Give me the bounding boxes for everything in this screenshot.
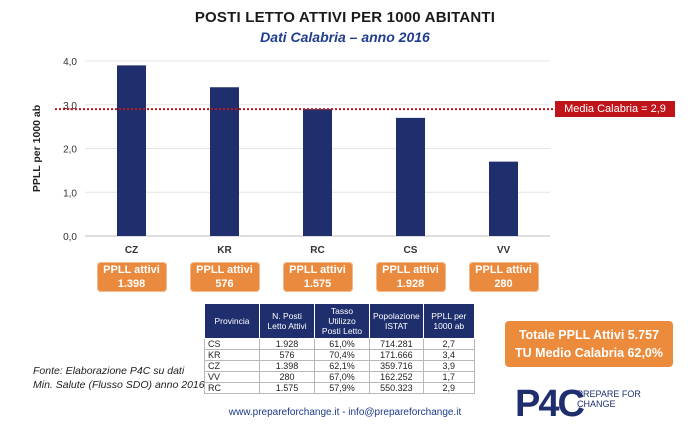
pill-label: PPLL attivi: [103, 264, 160, 276]
table-header-cell: Provincia: [204, 303, 260, 339]
table-cell: 280: [259, 371, 315, 383]
bar: [117, 65, 146, 236]
ppll-pill: PPLL attivi 280: [468, 262, 539, 292]
table-cell: CZ: [204, 360, 260, 372]
table-cell: 162.252: [369, 371, 424, 383]
table-cell: CS: [204, 338, 260, 350]
chart-subtitle: Dati Calabria – anno 2016: [260, 29, 430, 45]
ppll-pill: PPLL attivi 1.398: [96, 262, 167, 292]
x-tick-label: KR: [217, 245, 232, 256]
table-cell: 3,9: [422, 360, 475, 372]
table-cell: 70,4%: [314, 349, 370, 361]
bar: [210, 87, 239, 236]
table-cell: 1.575: [259, 382, 315, 394]
table-header-row: Provincia N. Posti Letto Attivi Tasso Util…: [204, 303, 475, 339]
table-cell: KR: [204, 349, 260, 361]
logo-mark: P4C: [515, 383, 585, 425]
x-tick-label: VV: [497, 245, 511, 256]
source-line-1: Fonte: Elaborazione P4C su dati: [33, 365, 185, 377]
table-cell: 3,4: [422, 349, 475, 361]
table-cell: 171.666: [369, 349, 424, 361]
table-cell: 1.928: [259, 338, 315, 350]
table-cell: 550.323: [369, 382, 424, 394]
table-body: CS 1.928 61,0% 714.281 2,7 KR 576 70,4% 171.666 3…: [204, 338, 475, 394]
table-row: VV 280 67,0% 162.252 1,7: [204, 371, 475, 383]
bar-chart: 0,0 1,0 2,0 3,0 4,0 PPLL per 1000 ab CZ KR RC CS V…: [31, 57, 555, 256]
pill-label: PPLL attivi: [289, 264, 346, 276]
pill-value: 576: [215, 278, 234, 290]
table-cell: 2,9: [422, 382, 475, 394]
pill-label: PPLL attivi: [382, 264, 439, 276]
y-tick-label: 4,0: [63, 57, 77, 68]
y-tick-label: 1,0: [63, 188, 77, 199]
table-header-cell: Tasso Utilizzo Posti Letto: [314, 303, 370, 339]
bar: [303, 109, 332, 236]
table-header-cell: N. Posti Letto Attivi: [259, 303, 315, 339]
table-cell: 57,9%: [314, 382, 370, 394]
y-tick-label: 3,0: [63, 101, 77, 112]
source-line-2: Min. Salute (Flusso SDO) anno 2016: [33, 379, 205, 391]
y-tick-label: 2,0: [63, 145, 77, 156]
source-note: Fonte: Elaborazione P4C su dati Min. Sal…: [33, 364, 205, 392]
table-cell: 61,0%: [314, 338, 370, 350]
footer-contacts: www.prepareforchange.it - info@preparefo…: [228, 407, 462, 418]
table-cell: 2,7: [422, 338, 475, 350]
table-row: KR 576 70,4% 171.666 3,4: [204, 349, 475, 361]
pill-value: 280: [494, 278, 513, 290]
bar: [489, 161, 518, 236]
data-table: Provincia N. Posti Letto Attivi Tasso Util…: [204, 303, 475, 394]
table-cell: RC: [204, 382, 260, 394]
totale-line-2: TU Medio Calabria 62,0%: [515, 346, 663, 360]
ppll-pill: PPLL attivi 1.575: [282, 262, 353, 292]
pill-label: PPLL attivi: [475, 264, 532, 276]
totale-box: Totale PPLL Attivi 5.757 TU Medio Calabr…: [505, 321, 673, 367]
pill-label: PPLL attivi: [196, 264, 253, 276]
table-cell: 1.398: [259, 360, 315, 372]
y-tick-label: 0,0: [63, 232, 77, 243]
pill-value: 1.398: [117, 278, 146, 290]
table-row: CS 1.928 61,0% 714.281 2,7: [204, 338, 475, 350]
table-row: CZ 1.398 62,1% 359.716 3,9: [204, 360, 475, 372]
table-header-cell: Popolazione ISTAT: [369, 303, 424, 339]
x-tick-label: CZ: [125, 245, 138, 256]
table-row: RC 1.575 57,9% 550.323 2,9: [204, 382, 475, 394]
table-cell: 576: [259, 349, 315, 361]
table-cell: 62,1%: [314, 360, 370, 372]
pill-value: 1.928: [396, 278, 425, 290]
ppll-pill: PPLL attivi 1.928: [375, 262, 446, 292]
table-cell: 359.716: [369, 360, 424, 372]
table-cell: VV: [204, 371, 260, 383]
pill-value: 1.575: [303, 278, 332, 290]
table-header-cell: PPLL per 1000 ab: [422, 303, 475, 339]
table-cell: 1,7: [422, 371, 475, 383]
logo-text: PREPARE FOR CHANGE: [577, 389, 641, 409]
x-tick-label: RC: [310, 245, 324, 256]
bar: [396, 117, 425, 236]
chart-title: POSTI LETTO ATTIVI PER 1000 ABITANTI: [194, 9, 496, 26]
table-cell: 67,0%: [314, 371, 370, 383]
table-cell: 714.281: [369, 338, 424, 350]
ppll-pill: PPLL attivi 576: [189, 262, 260, 292]
x-tick-label: CS: [404, 245, 418, 256]
reference-line-label: Media Calabria = 2,9: [555, 101, 675, 117]
totale-line-1: Totale PPLL Attivi 5.757: [518, 328, 660, 342]
y-axis-label: PPLL per 1000 ab: [31, 105, 43, 192]
